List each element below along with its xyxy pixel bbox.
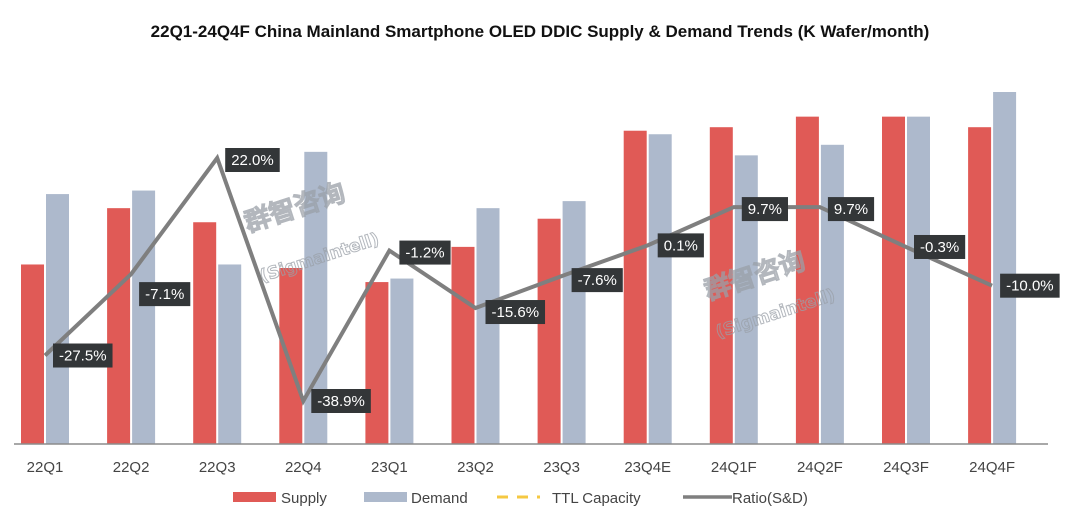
ratio-line-layer: -27.5% -7.1% 22.0% -38.9% -1.2% -15.6% -7.6% 0.… (43, 148, 1060, 413)
legend-item-demand[interactable]: Demand (364, 490, 468, 507)
ratio-data-label-text: -15.6% (492, 304, 540, 321)
bar-demand-22q1 (46, 194, 69, 444)
legend: Supply Demand TTL Capacity Ratio(S&D) (233, 490, 808, 507)
bar-supply-24q1f (709, 127, 733, 444)
bar-demand-22q2 (132, 190, 156, 444)
bar-demand-23q1 (390, 278, 414, 444)
bar-supply-24q4f (968, 127, 992, 444)
chart-title: 22Q1-24Q4F China Mainland Smartphone OLE… (150, 22, 930, 41)
bar-demand-22q3 (218, 264, 242, 444)
x-tick-23q2: 23Q2 (457, 459, 494, 476)
ratio-data-label-text: -27.5% (59, 348, 107, 365)
x-tick-labels: 22Q1 22Q2 22Q3 22Q4 23Q1 23Q2 23Q3 23Q4E 24Q1F 24… (27, 459, 1015, 476)
ratio-data-label: 9.7% (741, 197, 789, 222)
bar-demand-23q4e (648, 134, 672, 445)
bar-supply-24q3f (882, 116, 905, 444)
ratio-data-label: 0.1% (657, 233, 704, 258)
ratio-data-label-box (741, 197, 789, 222)
legend-swatch-demand (364, 492, 407, 502)
ratio-data-label-box (139, 282, 191, 307)
ratio-data-label-text: -7.6% (578, 272, 617, 289)
legend-swatch-supply (233, 492, 276, 502)
x-tick-24q4f: 24Q4F (969, 459, 1015, 476)
ratio-data-label-box (827, 197, 875, 222)
ratio-data-label: -0.3% (914, 234, 966, 259)
ratio-data-label-box (914, 234, 966, 259)
x-tick-24q2f: 24Q2F (797, 459, 843, 476)
bar-supply-22q2 (107, 208, 131, 444)
legend-label-supply: Supply (281, 490, 327, 507)
ratio-data-label-text: -0.3% (920, 239, 959, 256)
bar-demand-23q3 (562, 201, 586, 444)
x-tick-22q2: 22Q2 (113, 459, 150, 476)
bar-demand-24q4f (993, 92, 1017, 444)
x-tick-24q3f: 24Q3F (883, 459, 929, 476)
bar-supply-22q1 (21, 264, 44, 444)
ratio-data-label-text: 0.1% (664, 237, 698, 254)
ratio-data-label: -15.6% (485, 300, 546, 325)
ratio-data-label: 22.0% (225, 148, 280, 172)
watermark-cn-1: 群智咨询 (240, 177, 349, 239)
ratio-data-label-text: 22.0% (231, 152, 274, 169)
legend-label-ratio: Ratio(S&D) (732, 490, 808, 507)
bar-demand-23q2 (476, 208, 500, 444)
bar-demand-24q1f (734, 155, 758, 445)
ratio-data-label-box (399, 240, 451, 265)
bar-supply-22q3 (193, 222, 217, 444)
ratio-data-label-text: 9.7% (748, 201, 782, 218)
legend-label-demand: Demand (411, 490, 468, 507)
ratio-data-label-box (1000, 273, 1060, 298)
x-tick-23q1: 23Q1 (371, 459, 408, 476)
x-tick-24q1f: 24Q1F (711, 459, 757, 476)
legend-label-ttl-capacity: TTL Capacity (552, 490, 641, 507)
ratio-data-label-box (225, 148, 280, 172)
ratio-data-label: -1.2% (399, 240, 451, 265)
ratio-data-label-box (571, 268, 623, 293)
bar-supply-23q3 (537, 218, 561, 444)
legend-item-supply[interactable]: Supply (233, 490, 327, 507)
x-tick-23q4e: 23Q4E (624, 459, 671, 476)
ratio-data-label: -27.5% (53, 343, 113, 368)
bar-supply-22q4 (279, 268, 303, 444)
ratio-data-label-text: 9.7% (834, 201, 868, 218)
ratio-data-label: 9.7% (827, 197, 875, 222)
ratio-data-label-text: -7.1% (145, 286, 184, 303)
ratio-data-label-text: -10.0% (1006, 278, 1054, 295)
x-tick-22q1: 22Q1 (27, 459, 64, 476)
legend-item-ratio[interactable]: Ratio(S&D) (683, 490, 808, 507)
legend-item-ttl-capacity[interactable]: TTL Capacity (497, 490, 641, 507)
bar-supply-24q2f (795, 116, 819, 444)
ratio-data-label-box (311, 389, 371, 413)
bar-supply-23q1 (365, 282, 389, 444)
bar-supply-23q2 (451, 246, 475, 444)
ratio-data-label: -38.9% (311, 389, 371, 413)
x-tick-22q4: 22Q4 (285, 459, 322, 476)
ratio-line (43, 153, 993, 406)
ratio-data-label-box (485, 300, 546, 325)
ratio-data-label: -10.0% (1000, 273, 1060, 298)
x-tick-22q3: 22Q3 (199, 459, 236, 476)
bar-demand-24q3f (907, 116, 930, 444)
ratio-data-label: -7.1% (139, 282, 191, 307)
bars-layer (21, 92, 1017, 445)
ratio-data-label-box (657, 233, 704, 258)
x-tick-23q3: 23Q3 (543, 459, 580, 476)
ratio-data-label-text: -1.2% (405, 245, 444, 262)
bar-supply-23q4e (623, 130, 647, 444)
ratio-data-label: -7.6% (571, 268, 623, 293)
ratio-data-label-box (53, 343, 113, 368)
ratio-data-label-text: -38.9% (317, 393, 365, 410)
